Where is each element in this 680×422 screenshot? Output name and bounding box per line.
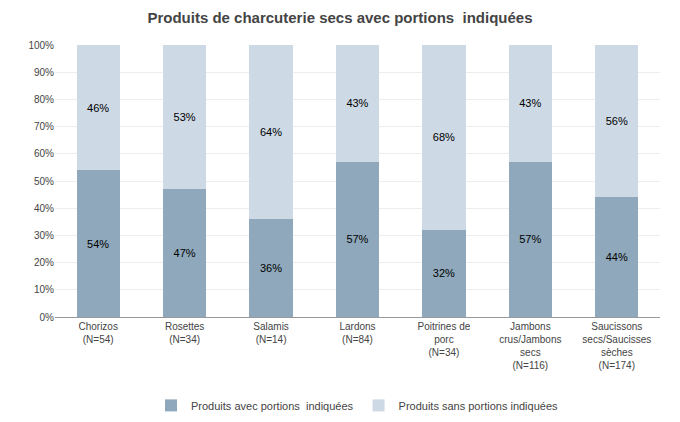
svg-text:100%: 100%	[28, 40, 54, 51]
svg-text:Chorizos(N=54): Chorizos(N=54)	[78, 321, 117, 345]
svg-text:Produits avec portions indiqu: Produits avec portions indiquées	[191, 400, 354, 412]
svg-text:64%: 64%	[260, 126, 282, 138]
svg-text:57%: 57%	[519, 233, 541, 245]
svg-text:60%: 60%	[34, 148, 54, 159]
svg-text:43%: 43%	[519, 97, 541, 109]
svg-text:47%: 47%	[174, 247, 196, 259]
svg-text:0%: 0%	[40, 312, 55, 323]
svg-text:68%: 68%	[433, 131, 455, 143]
svg-text:Saucissonssecs/Saucissessèches: Saucissonssecs/Saucissessèches(N=174)	[582, 321, 651, 371]
svg-text:Lardons(N=84): Lardons(N=84)	[339, 321, 375, 345]
svg-text:43%: 43%	[346, 97, 368, 109]
svg-text:Rosettes(N=34): Rosettes(N=34)	[165, 321, 204, 345]
svg-text:50%: 50%	[34, 176, 54, 187]
svg-text:32%: 32%	[433, 267, 455, 279]
svg-text:10%: 10%	[34, 284, 54, 295]
svg-text:46%: 46%	[87, 102, 109, 114]
svg-text:Poitrines deporc(N=34): Poitrines deporc(N=34)	[418, 321, 471, 358]
svg-text:80%: 80%	[34, 94, 54, 105]
svg-text:40%: 40%	[34, 203, 54, 214]
svg-text:44%: 44%	[606, 251, 628, 263]
svg-text:57%: 57%	[346, 233, 368, 245]
svg-text:Produits de charcuterie secs a: Produits de charcuterie secs avec portio…	[147, 9, 532, 26]
svg-text:53%: 53%	[174, 111, 196, 123]
svg-text:Produits sans portions indiqué: Produits sans portions indiquées	[399, 400, 558, 412]
svg-text:30%: 30%	[34, 230, 54, 241]
svg-text:70%: 70%	[34, 121, 54, 132]
svg-text:36%: 36%	[260, 262, 282, 274]
svg-text:56%: 56%	[606, 115, 628, 127]
svg-text:20%: 20%	[34, 257, 54, 268]
svg-text:54%: 54%	[87, 238, 109, 250]
svg-text:Jambonscrus/Jambonssecs(N=116): Jambonscrus/Jambonssecs(N=116)	[499, 321, 561, 371]
svg-text:Salamis(N=14): Salamis(N=14)	[253, 321, 289, 345]
svg-text:90%: 90%	[34, 67, 54, 78]
